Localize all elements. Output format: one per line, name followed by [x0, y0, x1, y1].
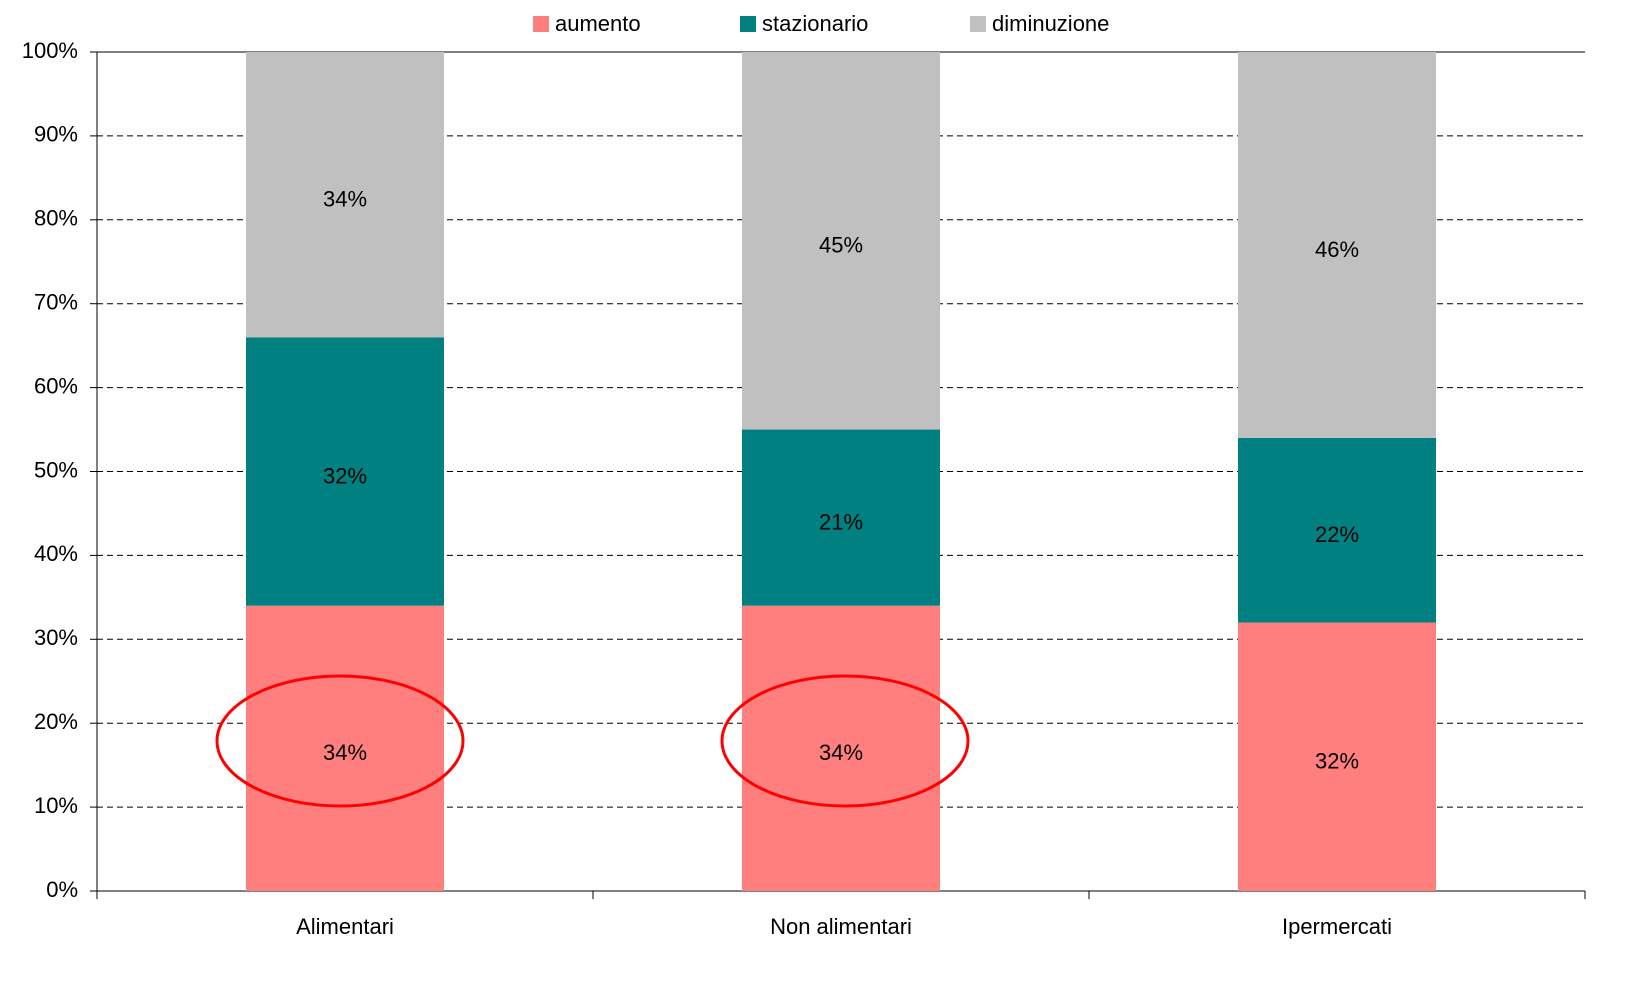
data-label: 22%	[1315, 522, 1359, 547]
data-label: 34%	[323, 740, 367, 765]
bar-segment	[246, 337, 444, 606]
y-tick-label: 60%	[34, 373, 78, 398]
y-tick-label: 20%	[34, 709, 78, 734]
legend-label: stazionario	[762, 11, 868, 36]
bar-segment	[1238, 437, 1436, 623]
x-tick-label: Ipermercati	[1282, 914, 1392, 939]
data-label: 21%	[819, 509, 863, 534]
bar-segment	[246, 52, 444, 338]
bar-segment	[742, 605, 940, 891]
legend-label: diminuzione	[992, 11, 1109, 36]
y-tick-label: 10%	[34, 793, 78, 818]
data-label: 32%	[323, 463, 367, 488]
data-label: 45%	[819, 233, 863, 258]
data-label: 32%	[1315, 749, 1359, 774]
highlight-ellipse	[215, 674, 465, 808]
legend-swatch	[740, 16, 756, 32]
x-tick-label: Non alimentari	[770, 914, 912, 939]
data-label: 34%	[323, 186, 367, 211]
y-tick-label: 30%	[34, 625, 78, 650]
y-tick-label: 70%	[34, 290, 78, 315]
y-tick-label: 100%	[22, 38, 78, 63]
legend-swatch	[970, 16, 986, 32]
y-tick-label: 0%	[46, 877, 78, 902]
bar-segment	[246, 605, 444, 891]
bar-segment	[742, 52, 940, 430]
y-tick-label: 90%	[34, 122, 78, 147]
y-tick-label: 80%	[34, 206, 78, 231]
legend-swatch	[533, 16, 549, 32]
y-tick-label: 50%	[34, 457, 78, 482]
x-tick-label: Alimentari	[296, 914, 394, 939]
bar-segment	[742, 429, 940, 606]
bar-segment	[1238, 622, 1436, 891]
bar-segment	[1238, 52, 1436, 438]
highlight-ellipse	[720, 674, 970, 808]
legend-label: aumento	[555, 11, 641, 36]
data-label: 34%	[819, 740, 863, 765]
data-label: 46%	[1315, 237, 1359, 262]
y-tick-label: 40%	[34, 541, 78, 566]
